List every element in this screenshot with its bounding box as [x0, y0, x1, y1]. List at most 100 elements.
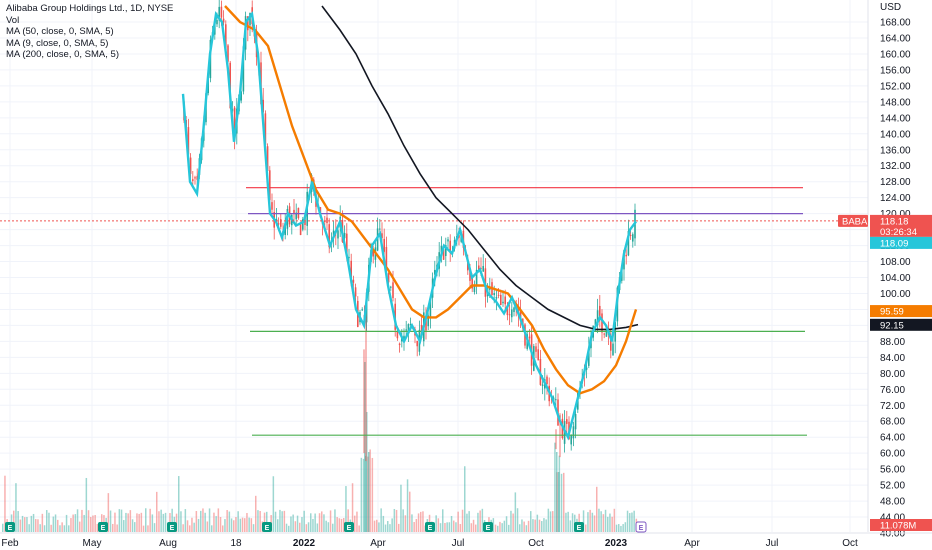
volume-bar	[602, 514, 605, 532]
volume-bar	[448, 522, 451, 532]
volume-bar	[26, 517, 28, 532]
earnings-marker-label: E	[265, 525, 270, 532]
price-tick: 68.00	[880, 417, 905, 428]
volume-bar	[186, 520, 189, 532]
volume-bar	[283, 510, 286, 532]
volume-bar	[457, 511, 459, 532]
volume-bar	[246, 513, 248, 532]
volume-bar	[525, 525, 528, 532]
volume-bar	[435, 515, 437, 532]
earnings-marker	[344, 522, 354, 532]
volume-bar	[184, 509, 187, 532]
candle-body	[541, 384, 544, 387]
volume-bar	[439, 523, 442, 532]
volume-bar	[83, 514, 85, 532]
volume-bar	[180, 511, 182, 532]
volume-bar	[208, 508, 211, 532]
volume-bar	[129, 510, 132, 532]
volume-bar	[235, 517, 237, 532]
volume-bar	[569, 520, 572, 532]
volume-bar	[127, 513, 129, 532]
volume-bar	[389, 524, 391, 532]
earnings-marker-label: E	[347, 525, 352, 532]
volume-bar	[204, 512, 206, 532]
price-tick: 72.00	[880, 401, 905, 412]
volume-bar	[338, 518, 341, 532]
candle-body	[218, 6, 220, 21]
volume-bar	[114, 512, 116, 532]
volume-bar	[312, 518, 314, 532]
volume-bar	[288, 525, 290, 532]
candle-body	[555, 399, 557, 401]
volume-bar	[230, 518, 233, 532]
volume-bar	[475, 524, 477, 532]
candle-body	[508, 314, 511, 316]
candle-body	[594, 319, 597, 325]
earnings-marker	[167, 522, 177, 532]
volume-bar	[470, 523, 473, 532]
legend: Alibaba Group Holdings Ltd., 1D, NYSE Vo…	[6, 3, 173, 61]
volume-bar	[336, 517, 338, 532]
earnings-marker-upcoming	[635, 521, 647, 533]
candle-body	[632, 234, 634, 242]
volume-bar	[364, 362, 366, 532]
candle-body	[585, 367, 588, 370]
volume-bar	[340, 518, 343, 532]
time-tick: Aug	[159, 538, 177, 549]
price-tick: 52.00	[880, 481, 905, 492]
price-tag	[870, 214, 932, 237]
candle-body	[434, 269, 436, 275]
volume-bar	[395, 509, 398, 532]
volume-bar	[72, 514, 74, 532]
candle-body	[493, 293, 495, 296]
volume-bar	[244, 518, 246, 532]
candle-body	[383, 238, 385, 252]
price-tick: 100.00	[880, 289, 911, 300]
volume-bar	[380, 508, 382, 532]
candle-body	[429, 299, 432, 318]
candle-body	[361, 309, 363, 311]
volume-bar	[442, 509, 444, 532]
volume-bar	[19, 519, 22, 532]
volume-bar	[413, 522, 415, 532]
volume-bar	[402, 509, 404, 532]
candle-body	[588, 347, 590, 366]
volume-bar	[508, 524, 510, 532]
volume-bar	[351, 483, 354, 532]
volume-bar	[538, 519, 541, 532]
time-tick: Jul	[766, 538, 779, 549]
volume-bar	[459, 524, 462, 532]
volume-bar	[85, 477, 88, 532]
candle-body	[416, 340, 418, 347]
candle-body	[348, 257, 350, 259]
volume-bar	[624, 522, 627, 532]
volume-bar	[158, 511, 160, 532]
candle-body	[478, 265, 480, 271]
candle-body	[442, 249, 445, 260]
volume-bar	[299, 522, 301, 532]
volume-bar	[558, 472, 560, 532]
volume-bar	[365, 455, 367, 532]
ma200-line	[321, 5, 639, 331]
volume-bar	[52, 516, 55, 532]
candle-body	[266, 146, 269, 172]
volume-bar	[43, 525, 46, 532]
candle-body	[572, 426, 575, 439]
volume-bar	[217, 508, 220, 532]
volume-bar	[206, 521, 209, 532]
candle-body	[354, 287, 357, 297]
volume-bar	[39, 524, 41, 532]
volume-bar	[252, 524, 255, 532]
price-tick: 152.00	[880, 81, 911, 92]
volume-bar	[585, 524, 587, 532]
candle-body	[610, 335, 612, 351]
candle-body	[445, 245, 447, 257]
volume-bar	[514, 492, 517, 532]
volume-bar	[477, 512, 479, 532]
volume-bar	[481, 508, 484, 532]
candle-body	[352, 279, 355, 283]
volume-bar	[420, 511, 422, 532]
price-tick: 48.00	[880, 497, 905, 508]
candle-body	[535, 346, 537, 352]
